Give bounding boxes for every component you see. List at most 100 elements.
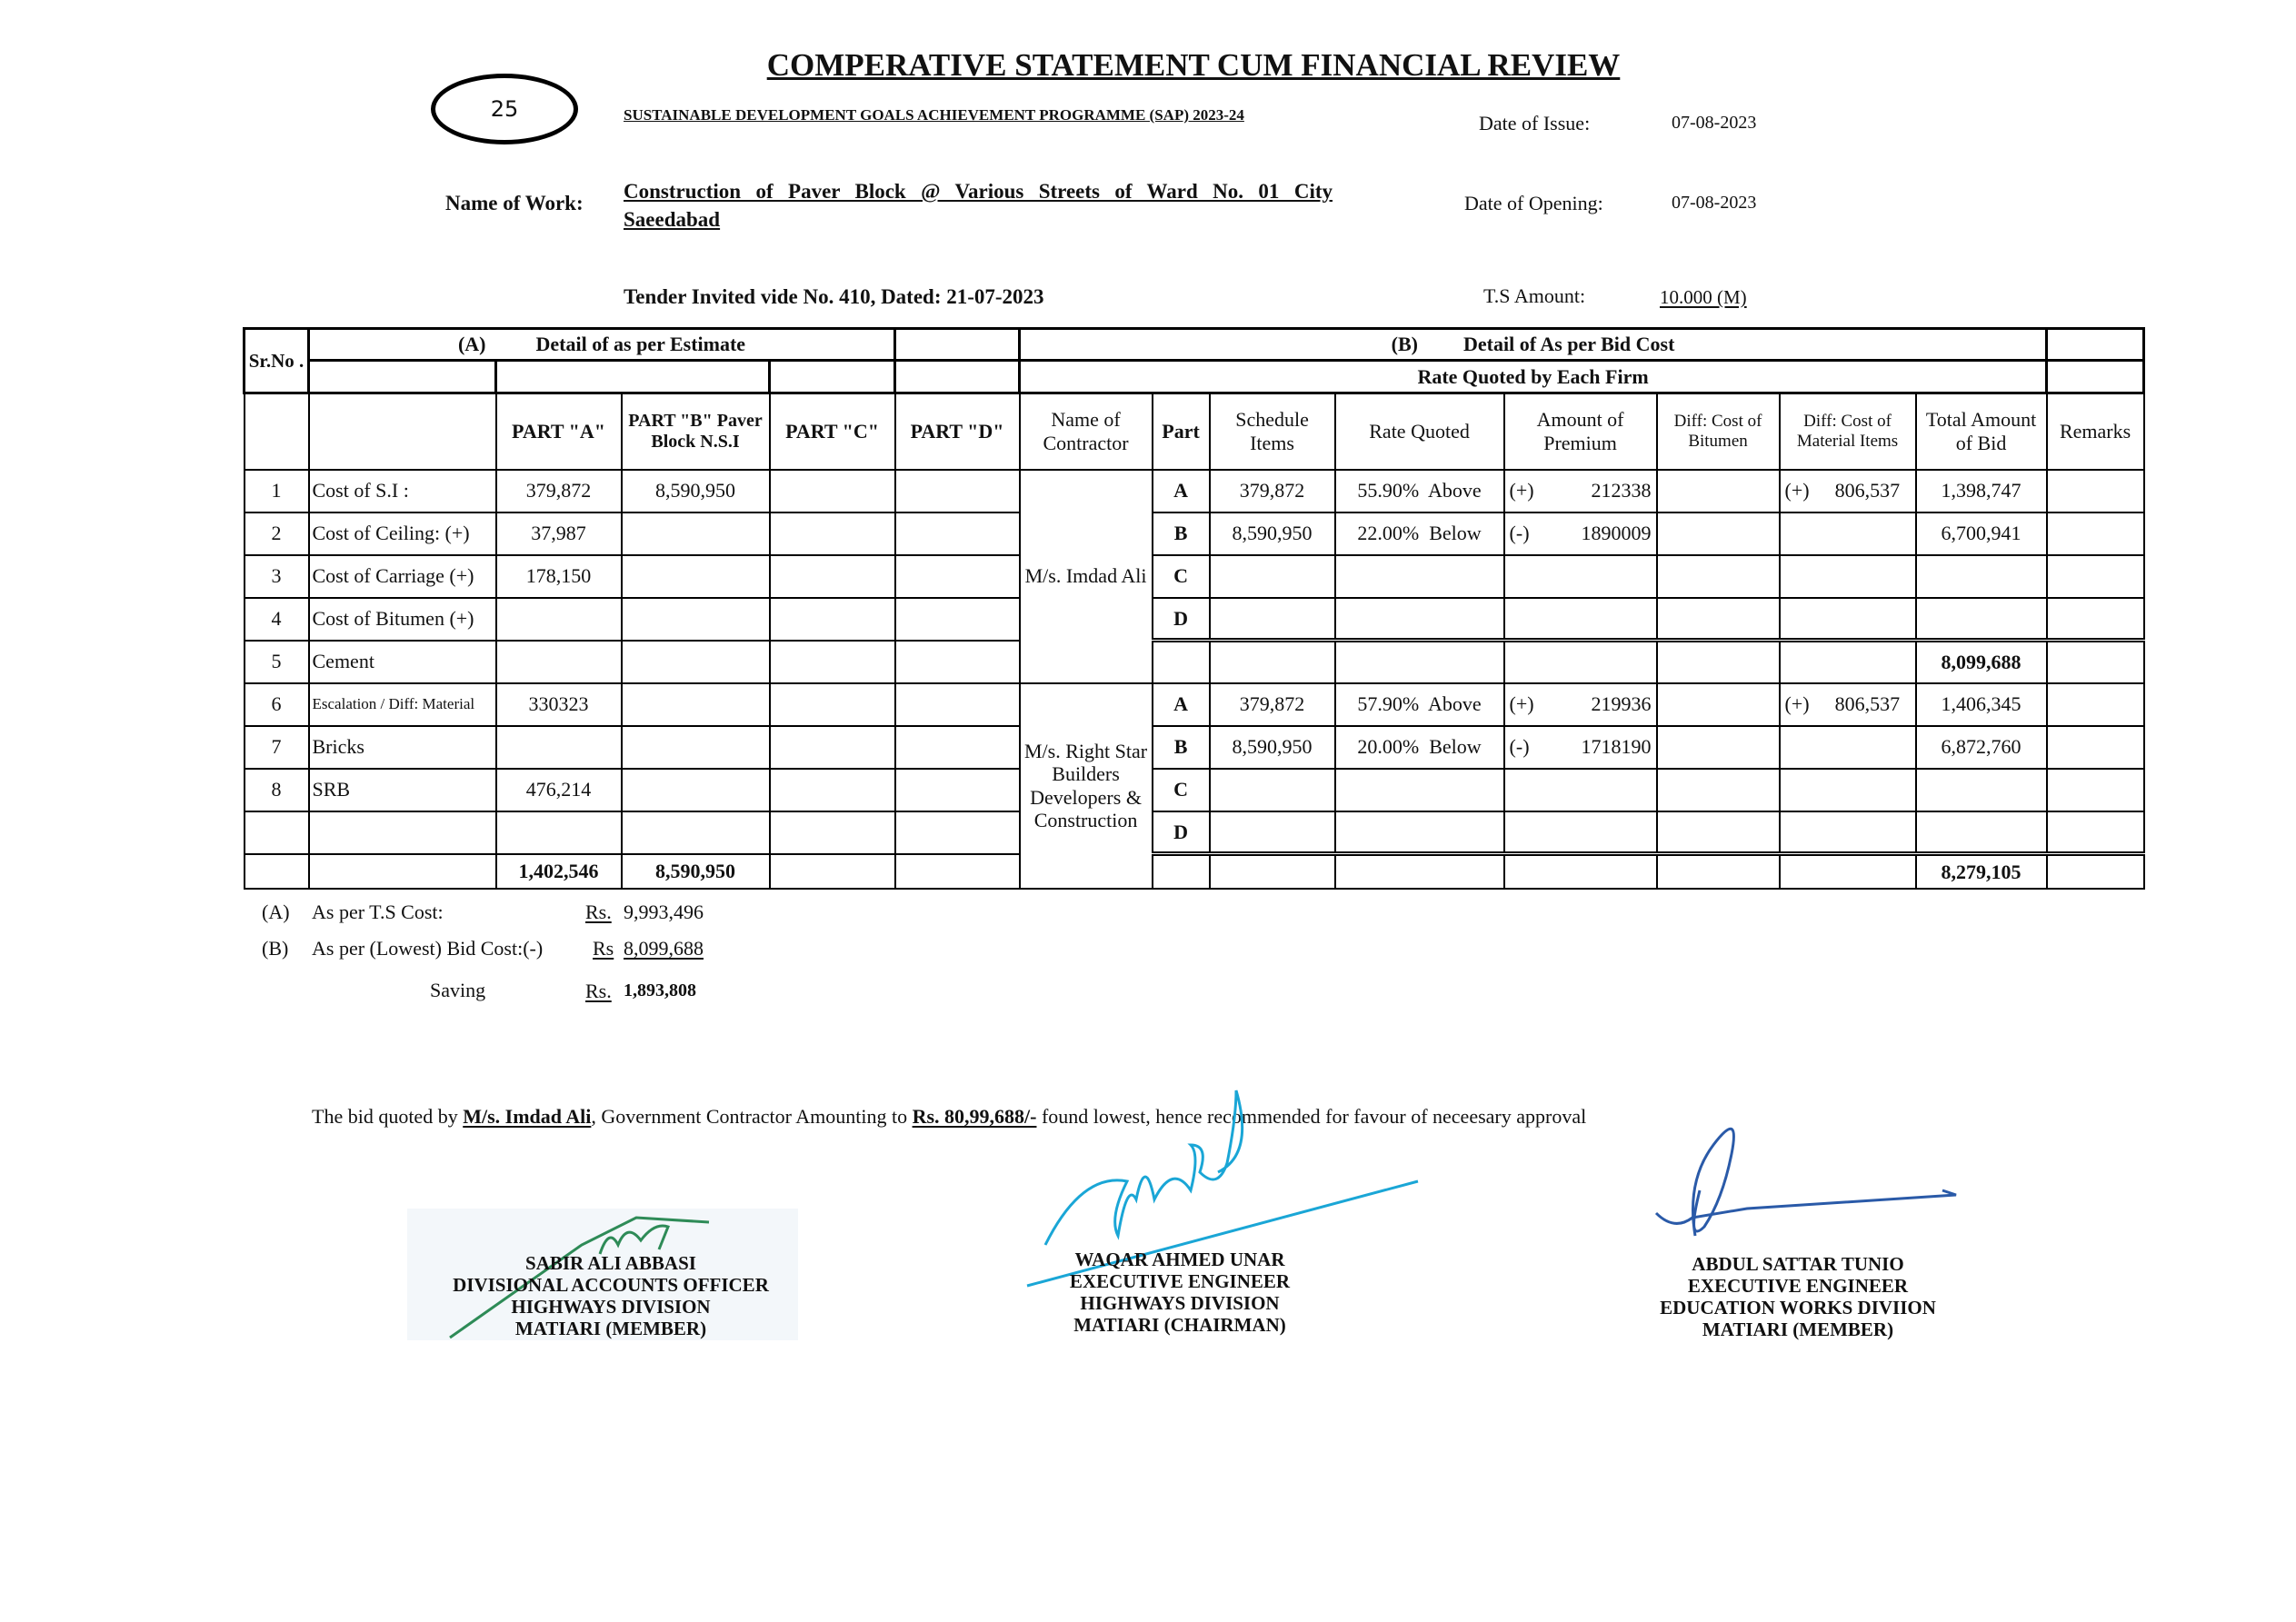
summary-a-value: 9,993,496 xyxy=(624,901,704,923)
rate-quoted: 57.90% Above xyxy=(1333,682,1505,727)
signatory-office: HIGHWAYS DIVISION xyxy=(1080,1292,1280,1314)
premium-amount xyxy=(1502,596,1658,642)
bitumen-diff xyxy=(1655,682,1781,727)
empty-cell xyxy=(620,810,771,855)
recommendation-middle: , Government Contractor Amounting to xyxy=(591,1105,913,1128)
table-row: D xyxy=(243,810,2145,855)
recommended-amount: Rs. 80,99,688/- xyxy=(912,1105,1037,1128)
part-b-value xyxy=(620,511,771,556)
bitumen-diff xyxy=(1655,810,1781,855)
premium-amount: (-) 1718190 xyxy=(1502,724,1658,770)
date-of-issue-label: Date of Issue: xyxy=(1479,112,1591,134)
col-total: Total Amount of Bid xyxy=(1914,392,2048,471)
premium-amount: (+) 219936 xyxy=(1502,682,1658,727)
total-amount: 1,406,345 xyxy=(1914,682,2048,727)
col-premium: Amount of Premium xyxy=(1502,392,1658,471)
empty-cell xyxy=(494,810,623,855)
empty-cell xyxy=(1502,851,1658,890)
bitumen-diff xyxy=(1655,724,1781,770)
remarks xyxy=(2045,553,2145,599)
schedule-items xyxy=(1208,596,1336,642)
part-d-value xyxy=(893,639,1021,684)
premium-amount xyxy=(1502,553,1658,599)
serial-number-circle: 25 xyxy=(431,74,578,144)
saving-currency: Rs. xyxy=(585,980,612,1002)
remarks xyxy=(2045,511,2145,556)
empty-cell xyxy=(494,359,771,394)
col-bitumen: Diff: Cost of Bitumen xyxy=(1655,392,1781,471)
empty-cell xyxy=(1778,851,1917,890)
table-body: 1 Cost of S.I :379,872 8,590,950 M/s. Imdad… xyxy=(243,468,2145,890)
part-a-value xyxy=(494,724,623,770)
signatory-designation: EXECUTIVE ENGINEER xyxy=(1069,1270,1291,1292)
section-b-letter: (B) xyxy=(1391,333,1418,356)
remarks xyxy=(2045,767,2145,812)
bid-part: A xyxy=(1151,682,1211,727)
part-d-value xyxy=(893,767,1021,812)
material-value: 806,537 xyxy=(1834,692,1901,716)
signatory-role: MATIARI (MEMBER) xyxy=(514,1318,707,1339)
remarks xyxy=(2045,468,2145,513)
item-label: Escalation / Diff: Material xyxy=(307,682,497,727)
table-row: 6 Escalation / Diff: Material 330323 M/s. R… xyxy=(243,682,2145,890)
total-amount: 6,700,941 xyxy=(1914,511,2048,556)
part-c-value xyxy=(768,852,896,890)
part-a-value: 379,872 xyxy=(494,468,623,513)
empty-cell xyxy=(893,359,1022,394)
empty-cell xyxy=(1208,638,1336,684)
empty-cell xyxy=(1502,638,1658,684)
rate-quoted xyxy=(1333,596,1505,642)
empty-cell xyxy=(1655,638,1781,684)
table-row: 8 SRB 476,214 C xyxy=(243,767,2145,812)
empty-cell xyxy=(1333,851,1505,890)
part-a-value xyxy=(494,596,623,642)
part-c-value xyxy=(768,810,896,855)
sr-no: 6 xyxy=(243,682,310,727)
total-amount: 1,398,747 xyxy=(1914,468,2048,513)
bid-part: D xyxy=(1151,596,1211,642)
comparative-table: Sr.No . (A) Detail of as per Estimate (B)… xyxy=(243,327,2146,890)
material-sign: (+) xyxy=(1784,479,1810,503)
table-row: 3 Cost of Carriage (+) 178,150 C xyxy=(243,553,2145,599)
tender-info: Tender Invited vide No. 410, Dated: 21-0… xyxy=(624,285,1044,308)
rate-quoted xyxy=(1333,767,1505,812)
material-diff xyxy=(1778,810,1917,855)
item-label: Cost of S.I : xyxy=(307,468,497,513)
bid-total: 8,099,688 xyxy=(1914,638,2048,684)
premium-value: 212338 xyxy=(1591,479,1652,503)
remarks xyxy=(2045,724,2145,770)
section-b-header: (B) Detail of As per Bid Cost xyxy=(1018,327,2049,362)
bid-part: B xyxy=(1151,724,1211,770)
bid-part: A xyxy=(1151,468,1211,513)
part-b-value xyxy=(620,553,771,599)
signatory-2: WAQAR AHMED UNAR EXECUTIVE ENGINEER HIGH… xyxy=(980,1249,1380,1336)
recommendation-text: The bid quoted by M/s. Imdad Ali, Govern… xyxy=(312,1105,1586,1129)
summary-b-currency: Rs xyxy=(593,937,614,960)
part-d-value xyxy=(893,511,1021,556)
col-part-d: PART "D" xyxy=(893,392,1021,471)
signature-2-icon xyxy=(1026,1090,1419,1288)
part-c-value xyxy=(768,553,896,599)
premium-sign: (-) xyxy=(1509,522,1530,545)
signature-background xyxy=(407,1209,798,1340)
signatory-name: WAQAR AHMED UNAR xyxy=(1074,1249,1285,1270)
schedule-items xyxy=(1208,810,1336,855)
empty-cell xyxy=(893,327,1022,362)
sr-no: 2 xyxy=(243,511,310,556)
col-remarks: Remarks xyxy=(2045,392,2145,471)
material-diff xyxy=(1778,511,1917,556)
contractor-name: M/s. Right Star Builders Developers & Co… xyxy=(1018,682,1153,890)
table-row: 2 Cost of Ceiling: (+) 37,987 B 8,590,950 22.… xyxy=(243,511,2145,556)
signatory-office: EDUCATION WORKS DIVIION xyxy=(1660,1297,1936,1318)
empty-cell xyxy=(307,852,497,890)
total-amount xyxy=(1914,767,2048,812)
total-amount xyxy=(1914,810,2048,855)
part-b-value xyxy=(620,596,771,642)
empty-cell xyxy=(1655,851,1781,890)
empty-cell xyxy=(243,392,310,471)
item-label: Cost of Carriage (+) xyxy=(307,553,497,599)
col-part-a: PART "A" xyxy=(494,392,623,471)
part-c-value xyxy=(768,511,896,556)
material-diff: (+) 806,537 xyxy=(1778,468,1917,513)
